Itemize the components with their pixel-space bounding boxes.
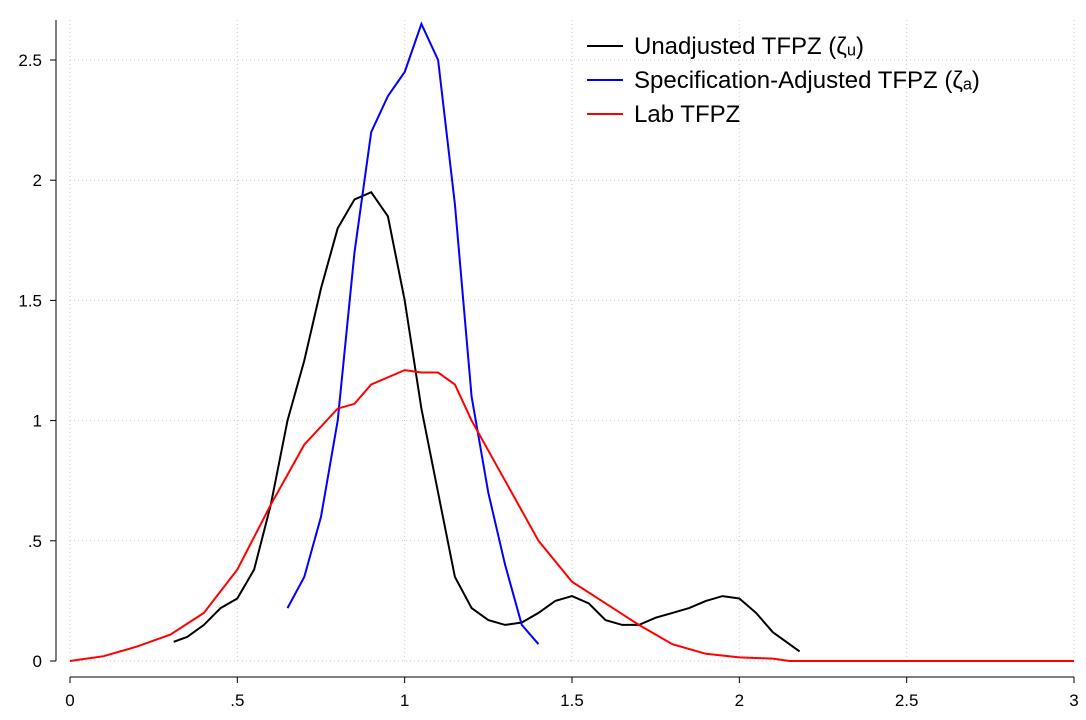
x-tick-label: 2 bbox=[735, 691, 744, 710]
x-tick-label: 1.5 bbox=[560, 691, 584, 710]
y-tick-label: 2.5 bbox=[18, 51, 42, 70]
y-tick-label: 1.5 bbox=[18, 291, 42, 310]
x-tick-label: .5 bbox=[230, 691, 244, 710]
legend-label: Unadjusted TFPZ (ζᵤ) bbox=[634, 33, 864, 60]
x-tick-label: 1 bbox=[400, 691, 409, 710]
y-tick-label: 1 bbox=[33, 412, 42, 431]
legend-label: Lab TFPZ bbox=[634, 101, 740, 128]
x-tick-label: 0 bbox=[65, 691, 74, 710]
x-tick-label: 3 bbox=[1069, 691, 1078, 710]
y-tick-label: 2 bbox=[33, 171, 42, 190]
x-tick-label: 2.5 bbox=[895, 691, 919, 710]
legend-label: Specification-Adjusted TFPZ (ζₐ) bbox=[634, 67, 980, 94]
series-line bbox=[173, 190, 801, 653]
series-line bbox=[69, 369, 1074, 662]
series-line bbox=[286, 21, 540, 645]
y-tick-label: .5 bbox=[28, 532, 42, 551]
y-tick-label: 0 bbox=[33, 652, 42, 671]
legend: Unadjusted TFPZ (ζᵤ) Specification-Adjust… bbox=[587, 33, 980, 128]
